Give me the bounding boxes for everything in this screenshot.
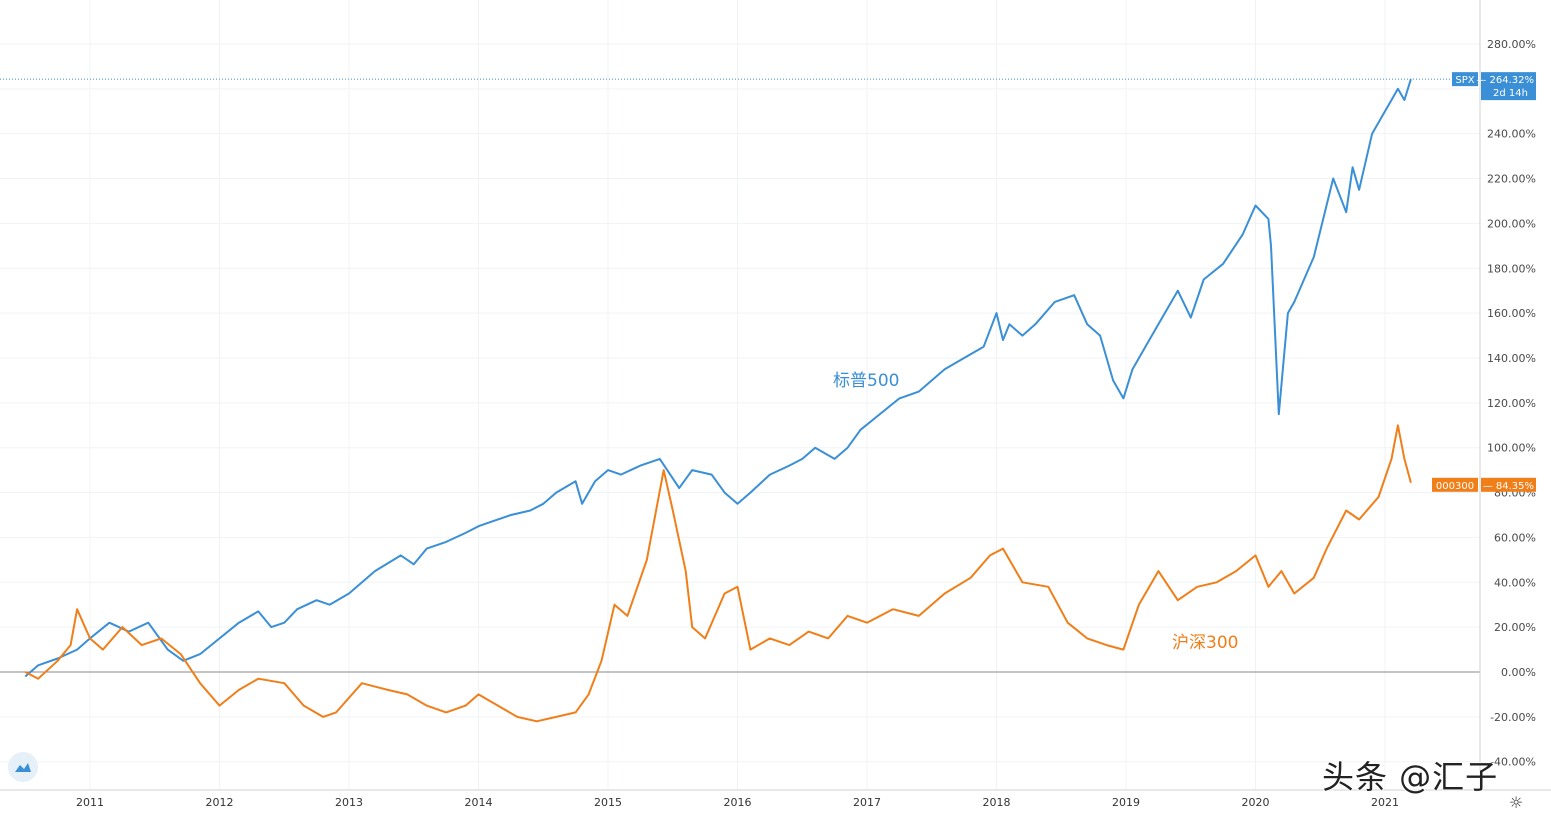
x-tick-label-4: 2015 bbox=[594, 796, 622, 809]
x-tick-label-9: 2020 bbox=[1242, 796, 1270, 809]
csi-value-box bbox=[1481, 477, 1536, 492]
series-line-0 bbox=[24, 78, 1412, 678]
series-label-spx: 标普500 bbox=[833, 371, 899, 391]
y-tick-label-16: -40.00% bbox=[1490, 756, 1536, 769]
spx-countdown-label: 2d 14h bbox=[1493, 88, 1528, 99]
y-tick-label-13: 20.00% bbox=[1494, 621, 1536, 634]
y-tick-label-2: 240.00% bbox=[1487, 128, 1536, 141]
grid bbox=[0, 0, 1480, 790]
y-tick-label-5: 180.00% bbox=[1487, 262, 1536, 275]
csi-tag-label: 000300 bbox=[1436, 481, 1474, 492]
y-axis-ticks: 280.00% 240.00% 220.00% 200.00% 180.00% 160.0… bbox=[1487, 38, 1536, 769]
series-line-1 bbox=[24, 424, 1412, 723]
tradingview-logo-icon[interactable] bbox=[8, 752, 38, 782]
y-tick-label-7: 140.00% bbox=[1487, 352, 1536, 365]
series-layer bbox=[24, 78, 1412, 723]
y-tick-label-14: 0.00% bbox=[1501, 666, 1536, 679]
x-tick-label-8: 2019 bbox=[1112, 796, 1140, 809]
x-axis-ticks: 2011 2012 2013 2014 2015 2016 2017 2018 2019 2020… bbox=[76, 796, 1399, 809]
y-tick-label-6: 160.00% bbox=[1487, 307, 1536, 320]
watermark: 头条 @汇子 bbox=[1322, 758, 1499, 796]
x-tick-label-0: 2011 bbox=[76, 796, 104, 809]
spx-value-label: — 264.32% bbox=[1476, 75, 1534, 86]
y-tick-label-3: 220.00% bbox=[1487, 173, 1536, 186]
y-tick-label-11: 60.00% bbox=[1494, 531, 1536, 544]
y-tick-label-4: 200.00% bbox=[1487, 217, 1536, 230]
x-tick-label-1: 2012 bbox=[206, 796, 234, 809]
x-tick-label-7: 2018 bbox=[983, 796, 1011, 809]
y-tick-label-0: 280.00% bbox=[1487, 38, 1536, 51]
spx-value-box bbox=[1481, 72, 1536, 101]
price-tags: SPX — 264.32% 2d 14h 000300 — 84.35% bbox=[1432, 72, 1536, 492]
x-tick-label-5: 2016 bbox=[724, 796, 752, 809]
csi-tag-box bbox=[1432, 477, 1478, 492]
y-tick-label-8: 120.00% bbox=[1487, 397, 1536, 410]
y-tick-label-9: 100.00% bbox=[1487, 442, 1536, 455]
y-tick-label-12: 40.00% bbox=[1494, 576, 1536, 589]
y-tick-label-15: -20.00% bbox=[1490, 711, 1536, 724]
series-label-csi300: 沪深300 bbox=[1172, 633, 1238, 653]
x-tick-label-2: 2013 bbox=[335, 796, 363, 809]
x-tick-label-3: 2014 bbox=[465, 796, 493, 809]
spx-tag-label: SPX bbox=[1455, 75, 1474, 86]
csi-value-label: — 84.35% bbox=[1483, 481, 1534, 492]
x-tick-label-6: 2017 bbox=[853, 796, 881, 809]
x-tick-label-10: 2021 bbox=[1371, 796, 1399, 809]
spx-tag-box bbox=[1452, 72, 1478, 87]
settings-gear-icon[interactable]: ☼ bbox=[1508, 792, 1524, 812]
